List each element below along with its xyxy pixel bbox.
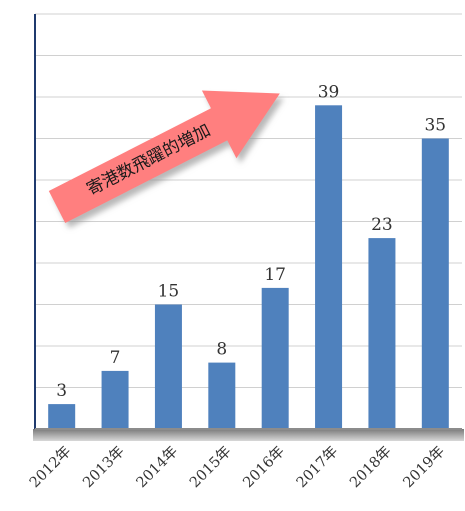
- data-label: 15: [158, 282, 180, 302]
- x-tick-label: 2018年: [346, 443, 394, 491]
- data-label: 7: [110, 348, 121, 368]
- bar: [421, 138, 449, 429]
- data-label: 39: [318, 82, 340, 102]
- bar: [101, 370, 129, 429]
- x-tick-label: 2016年: [240, 443, 288, 491]
- annotation-arrow: 寄港数飛躍的増加: [48, 90, 280, 223]
- bar: [315, 105, 343, 430]
- bar: [154, 304, 182, 429]
- data-label: 35: [424, 116, 446, 136]
- bar: [368, 238, 396, 429]
- x-tick-label: 2014年: [133, 443, 181, 491]
- growth-arrow-shape: [48, 90, 280, 223]
- bars: [48, 105, 449, 430]
- x-tick-label: 2017年: [293, 443, 341, 491]
- x-axis-baseline: [33, 429, 464, 441]
- data-label: 3: [56, 381, 67, 401]
- data-label: 23: [371, 215, 393, 235]
- axes: [33, 14, 464, 441]
- x-tick-labels: 2012年 2013年 2014年 2015年 2016年 2017年 2018年 2019年: [26, 443, 448, 491]
- data-label: 8: [216, 340, 227, 360]
- bar: [261, 287, 289, 429]
- annotation-label: 寄港数飛躍的増加: [84, 120, 214, 200]
- x-tick-label: 2012年: [26, 443, 74, 491]
- x-tick-label: 2013年: [80, 443, 128, 491]
- data-label: 17: [264, 265, 286, 285]
- data-labels: 3 7 15 8 17 39 23 35: [56, 82, 446, 401]
- bar: [208, 362, 236, 429]
- x-tick-label: 2019年: [400, 443, 448, 491]
- bar: [48, 404, 76, 429]
- x-tick-label: 2015年: [186, 443, 234, 491]
